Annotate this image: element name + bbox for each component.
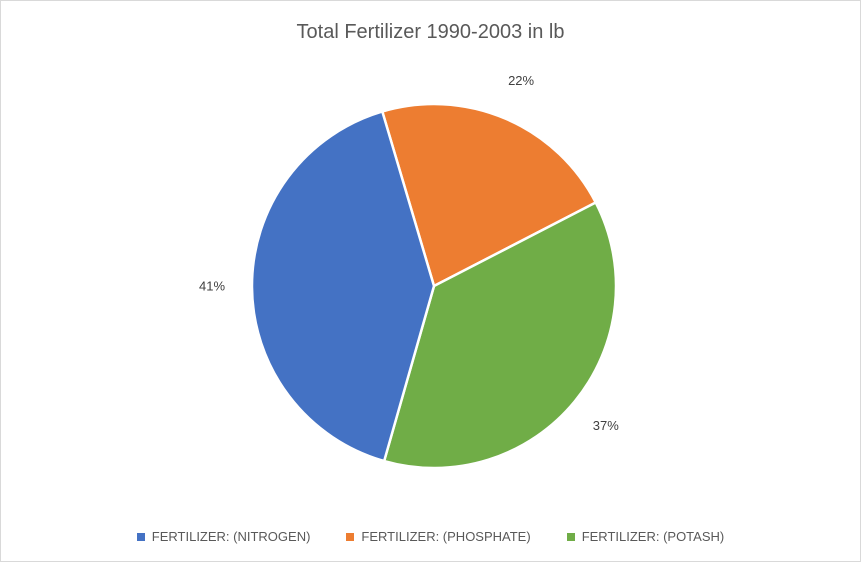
chart-title: Total Fertilizer 1990-2003 in lb bbox=[296, 21, 565, 43]
chart-legend: FERTILIZER: (NITROGEN) FERTILIZER: (PHOS… bbox=[1, 529, 860, 544]
legend-item-potash: FERTILIZER: (POTASH) bbox=[566, 529, 725, 544]
data-label-nitrogen: 41% bbox=[199, 279, 225, 294]
legend-swatch-potash bbox=[566, 532, 575, 541]
pie-slice-nitrogen bbox=[250, 110, 436, 463]
pie-slice-potash bbox=[382, 201, 618, 470]
legend-swatch-nitrogen bbox=[136, 532, 145, 541]
legend-item-nitrogen: FERTILIZER: (NITROGEN) bbox=[136, 529, 311, 544]
legend-label-phosphate: FERTILIZER: (PHOSPHATE) bbox=[361, 529, 531, 544]
legend-label-potash: FERTILIZER: (POTASH) bbox=[581, 529, 725, 544]
legend-item-phosphate: FERTILIZER: (PHOSPHATE) bbox=[346, 529, 531, 544]
legend-swatch-phosphate bbox=[346, 532, 355, 541]
data-label-potash: 37% bbox=[593, 418, 619, 433]
data-label-phosphate: 22% bbox=[508, 73, 534, 88]
legend-label-nitrogen: FERTILIZER: (NITROGEN) bbox=[151, 529, 311, 544]
pie-slice-phosphate bbox=[381, 102, 597, 288]
